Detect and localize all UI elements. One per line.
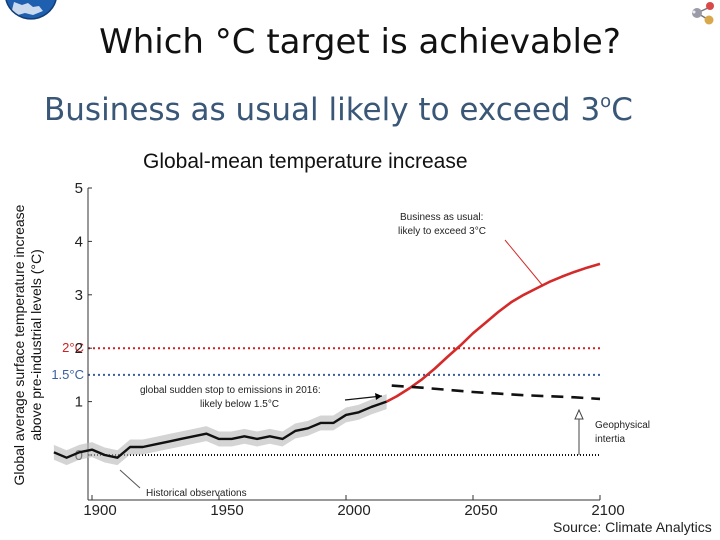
y-tick-label: 3 xyxy=(75,287,83,304)
series-layer xyxy=(53,262,601,459)
reference-label-15C: 1.5°C xyxy=(51,367,84,382)
y-tick-label: 5 xyxy=(75,180,83,197)
annotation-bau-line2: likely to exceed 3°C xyxy=(398,226,486,237)
slide-subtitle: Business as usual likely to exceed 3oC xyxy=(44,90,633,128)
series-sudden-stop xyxy=(391,384,601,401)
slide-title: Which °C target is achievable? xyxy=(99,22,621,62)
organization-logo xyxy=(5,0,57,20)
subtitle-unit: C xyxy=(611,92,633,128)
annotation-historical: Historical observations xyxy=(146,488,247,499)
y-tick-label: 1 xyxy=(75,394,83,411)
molecule-icon xyxy=(692,2,714,25)
reference-lines-layer xyxy=(88,347,600,456)
y-axis-label-line2: above pre-industrial levels (°C) xyxy=(28,249,44,441)
y-axis-label-line1: Global average surface temperature incre… xyxy=(11,204,27,485)
series-historical-observations xyxy=(53,400,388,459)
annotations-layer: Business as usual: likely to exceed 3°C gl… xyxy=(119,212,650,499)
subtitle-superscript: o xyxy=(600,90,612,112)
x-tick-label: 1900 xyxy=(83,502,116,519)
annotation-historical-pointer xyxy=(119,469,141,489)
annotation-stop-line2: likely below 1.5°C xyxy=(200,399,279,410)
axes-layer: 2°C1.5°C01234519001950200020502100Global… xyxy=(11,180,625,519)
x-tick-label: 2000 xyxy=(337,502,370,519)
source-credit: Source: Climate Analytics xyxy=(553,519,712,535)
x-tick-label: 2100 xyxy=(591,502,624,519)
annotation-bau-line1: Business as usual: xyxy=(400,212,483,223)
series-business-as-usual xyxy=(386,262,601,403)
y-axis-label: Global average surface temperature incre… xyxy=(11,204,44,485)
y-tick-label: 2 xyxy=(75,340,83,357)
x-tick-label: 1950 xyxy=(210,502,243,519)
chart-title: Global-mean temperature increase xyxy=(143,150,468,173)
subtitle-text: Business as usual likely to exceed 3 xyxy=(44,92,601,128)
x-tick-label: 2050 xyxy=(464,502,497,519)
reference-label-2C: 2°C xyxy=(62,340,84,355)
y-tick-label: 4 xyxy=(75,233,83,250)
annotation-stop-arrowhead xyxy=(375,393,382,400)
annotation-geo-line2: intertia xyxy=(595,434,625,445)
annotation-bau-pointer xyxy=(504,239,544,287)
annotation-stop-line1: global sudden stop to emissions in 2016: xyxy=(140,385,321,396)
annotation-geo-arrowhead xyxy=(574,408,584,420)
annotation-geo-line1: Geophysical xyxy=(595,420,650,431)
